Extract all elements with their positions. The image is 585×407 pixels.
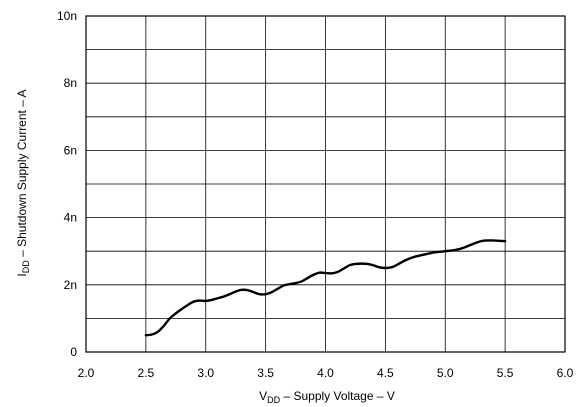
y-tick-label: 4n [64,211,77,225]
y-tick-label: 2n [64,278,77,292]
series-line [144,239,507,337]
x-tick-label: 3.0 [197,366,214,380]
x-tick-label: 2.0 [78,366,95,380]
y-tick-label: 0 [70,345,77,359]
y-tick-label: 6n [64,143,77,157]
x-tick-label: 4.5 [377,366,394,380]
y-tick-label: 10n [57,9,77,23]
x-tick-label: 5.5 [497,366,514,380]
x-tick-labels: 2.0 2.5 3.0 3.5 4.0 4.5 5.0 5.5 6.0 [78,366,574,380]
grid [85,15,566,353]
y-axis-label-rest: – Shutdown Supply Current – A [15,89,29,260]
x-tick-label: 6.0 [557,366,574,380]
x-axis-label-main: V [259,389,267,403]
y-axis-label-main: I [15,273,29,276]
x-tick-label: 2.5 [138,366,155,380]
x-tick-label: 3.5 [257,366,274,380]
plot-frame [85,15,566,353]
x-tick-label: 5.0 [437,366,454,380]
x-axis-label-sub: DD [267,395,280,405]
y-axis-label-sub: DD [21,260,31,273]
x-tick-label: 4.0 [317,366,334,380]
x-axis-label-rest: – Supply Voltage – V [280,389,395,403]
y-tick-label: 8n [64,76,77,90]
y-axis-label: IDD – Shutdown Supply Current – A [15,89,31,276]
y-tick-labels: 0 2n 4n 6n 8n 10n [57,9,77,359]
x-axis-label: VDD – Supply Voltage – V [259,389,395,405]
